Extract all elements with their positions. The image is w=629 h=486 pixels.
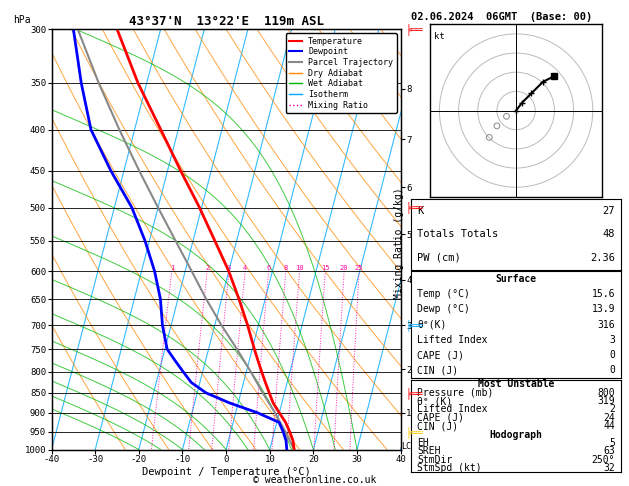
Text: SREH: SREH xyxy=(417,447,440,456)
X-axis label: Dewpoint / Temperature (°C): Dewpoint / Temperature (°C) xyxy=(142,467,311,477)
Text: 4: 4 xyxy=(243,265,247,271)
Text: 5: 5 xyxy=(610,438,615,448)
Text: StmSpd (kt): StmSpd (kt) xyxy=(417,463,482,473)
Text: 3: 3 xyxy=(227,265,231,271)
Text: 02.06.2024  06GMT  (Base: 00): 02.06.2024 06GMT (Base: 00) xyxy=(411,12,592,22)
Text: 1: 1 xyxy=(170,265,174,271)
Text: CIN (J): CIN (J) xyxy=(417,421,458,431)
Text: θᵉ(K): θᵉ(K) xyxy=(417,320,447,330)
Text: Hodograph: Hodograph xyxy=(489,430,543,440)
Title: 43°37'N  13°22'E  119m ASL: 43°37'N 13°22'E 119m ASL xyxy=(128,15,324,28)
Text: 32: 32 xyxy=(603,463,615,473)
Text: Dewp (°C): Dewp (°C) xyxy=(417,304,470,314)
Text: 44: 44 xyxy=(603,421,615,431)
Text: LCL: LCL xyxy=(401,442,416,451)
Text: Lifted Index: Lifted Index xyxy=(417,404,487,415)
Text: 48: 48 xyxy=(603,229,615,240)
Text: Surface: Surface xyxy=(496,274,537,284)
Text: Lifted Index: Lifted Index xyxy=(417,335,487,345)
Text: CAPE (J): CAPE (J) xyxy=(417,413,464,423)
Text: Pressure (mb): Pressure (mb) xyxy=(417,388,493,398)
Text: 800: 800 xyxy=(598,388,615,398)
Text: 27: 27 xyxy=(603,206,615,216)
Text: 250°: 250° xyxy=(592,455,615,465)
Text: ╞══: ╞══ xyxy=(406,319,423,331)
Text: 15: 15 xyxy=(321,265,330,271)
Text: CIN (J): CIN (J) xyxy=(417,365,458,376)
Y-axis label: km
ASL: km ASL xyxy=(415,228,432,250)
Text: 13.9: 13.9 xyxy=(592,304,615,314)
Text: 20: 20 xyxy=(340,265,348,271)
Text: ╞══: ╞══ xyxy=(406,23,423,35)
Text: StmDir: StmDir xyxy=(417,455,452,465)
Text: Most Unstable: Most Unstable xyxy=(478,379,554,389)
Text: 2: 2 xyxy=(205,265,209,271)
Text: 15.6: 15.6 xyxy=(592,289,615,299)
Text: ╞══: ╞══ xyxy=(406,202,423,213)
Text: 24: 24 xyxy=(603,413,615,423)
Text: CAPE (J): CAPE (J) xyxy=(417,350,464,360)
Text: 2: 2 xyxy=(610,404,615,415)
Text: θᵉ (K): θᵉ (K) xyxy=(417,396,452,406)
Text: 25: 25 xyxy=(355,265,364,271)
Text: Mixing Ratio (g/kg): Mixing Ratio (g/kg) xyxy=(394,187,404,299)
Text: ╞══: ╞══ xyxy=(406,387,423,399)
Text: hPa: hPa xyxy=(13,15,31,25)
Text: Totals Totals: Totals Totals xyxy=(417,229,498,240)
Legend: Temperature, Dewpoint, Parcel Trajectory, Dry Adiabat, Wet Adiabat, Isotherm, Mi: Temperature, Dewpoint, Parcel Trajectory… xyxy=(286,34,396,113)
Text: Temp (°C): Temp (°C) xyxy=(417,289,470,299)
Text: 0: 0 xyxy=(610,350,615,360)
Text: 316: 316 xyxy=(598,320,615,330)
Text: ╞══: ╞══ xyxy=(406,426,423,437)
Text: 10: 10 xyxy=(296,265,304,271)
Text: 6: 6 xyxy=(267,265,270,271)
Text: 2.36: 2.36 xyxy=(590,253,615,263)
Text: 0: 0 xyxy=(610,365,615,376)
Text: PW (cm): PW (cm) xyxy=(417,253,461,263)
Text: EH: EH xyxy=(417,438,429,448)
Text: 3: 3 xyxy=(610,335,615,345)
Text: 8: 8 xyxy=(284,265,288,271)
Text: 63: 63 xyxy=(603,447,615,456)
Text: 319: 319 xyxy=(598,396,615,406)
Text: kt: kt xyxy=(433,32,445,41)
Text: K: K xyxy=(417,206,423,216)
Text: © weatheronline.co.uk: © weatheronline.co.uk xyxy=(253,474,376,485)
